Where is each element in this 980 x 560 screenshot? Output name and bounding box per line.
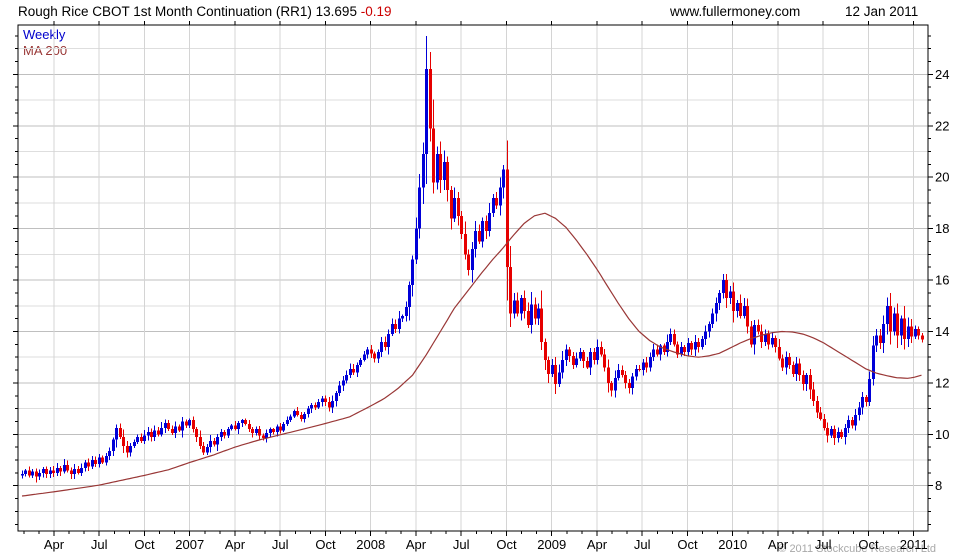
website-link[interactable]: www.fullermoney.com (670, 4, 801, 19)
svg-text:Jul: Jul (91, 537, 108, 552)
svg-text:2008: 2008 (356, 537, 385, 552)
ma-200-line (21, 212, 922, 497)
axis-labels: Apr Jul Oct 2007 Apr Jul Oct 2008 Apr Jul Oct 2009 A… (44, 67, 950, 552)
svg-text:Jul: Jul (453, 537, 470, 552)
svg-text:20: 20 (935, 170, 949, 185)
svg-text:24: 24 (935, 67, 949, 82)
svg-text:2009: 2009 (537, 537, 566, 552)
axes (13, 21, 933, 536)
svg-text:Apr: Apr (406, 537, 427, 552)
svg-text:18: 18 (935, 221, 949, 236)
svg-text:Apr: Apr (768, 537, 789, 552)
price-change: -0.19 (360, 4, 392, 19)
svg-text:Apr: Apr (225, 537, 246, 552)
svg-text:2010: 2010 (718, 537, 747, 552)
svg-text:10: 10 (935, 427, 949, 442)
svg-text:Apr: Apr (44, 537, 65, 552)
svg-text:Jul: Jul (272, 537, 289, 552)
candlesticks (21, 35, 924, 483)
svg-text:12: 12 (935, 375, 949, 390)
svg-text:Apr: Apr (587, 537, 608, 552)
svg-text:2007: 2007 (175, 537, 204, 552)
instrument-title: Rough Rice CBOT 1st Month Continuation (… (18, 4, 312, 19)
svg-text:14: 14 (935, 324, 949, 339)
svg-text:Oct: Oct (134, 537, 155, 552)
svg-text:Oct: Oct (858, 537, 879, 552)
svg-text:Jul: Jul (815, 537, 832, 552)
svg-text:Oct: Oct (677, 537, 698, 552)
svg-text:Oct: Oct (315, 537, 336, 552)
svg-text:22: 22 (935, 118, 949, 133)
svg-text:8: 8 (935, 478, 942, 493)
svg-text:Oct: Oct (496, 537, 517, 552)
chart-date: 12 Jan 2011 (845, 4, 919, 19)
legend-timeframe: Weekly (23, 27, 66, 42)
copyright-notice: © 2011 Stockcube Research Ltd (778, 543, 936, 555)
legend-ma-200: MA 200 (23, 43, 68, 58)
svg-text:2011: 2011 (900, 537, 928, 552)
svg-text:Jul: Jul (634, 537, 651, 552)
last-price: 13.695 (315, 4, 357, 19)
svg-text:16: 16 (935, 273, 949, 288)
chart-header: Rough Rice CBOT 1st Month Continuation (… (18, 4, 392, 19)
